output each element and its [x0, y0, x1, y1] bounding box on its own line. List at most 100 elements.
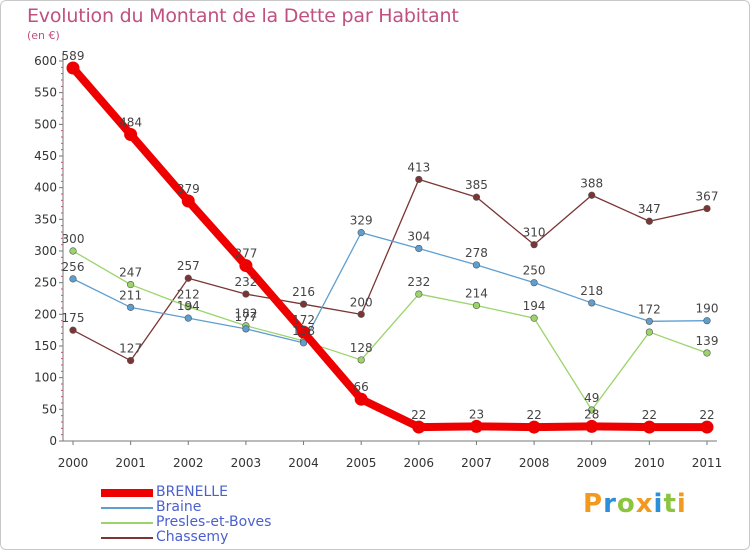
data-point	[354, 392, 368, 406]
legend-swatch	[101, 522, 153, 524]
data-point	[184, 303, 192, 311]
y-tick-label: 50	[42, 402, 57, 416]
x-tick-label: 2006	[404, 456, 435, 470]
data-point	[127, 303, 135, 311]
data-point	[357, 356, 365, 364]
data-point	[588, 406, 596, 414]
data-label: 28	[584, 407, 599, 421]
data-label: 277	[234, 247, 257, 261]
data-point	[124, 127, 138, 141]
y-tick-label: 350	[34, 212, 57, 226]
data-label: 413	[407, 160, 430, 174]
x-tick-label: 2009	[576, 456, 607, 470]
legend-swatch	[101, 537, 153, 539]
x-tick-label: 2008	[519, 456, 550, 470]
data-point	[357, 229, 365, 237]
chart-title: Evolution du Montant de la Dette par Hab…	[27, 5, 459, 27]
data-label: 23	[469, 407, 484, 421]
unit-label: (en €)	[27, 29, 60, 42]
data-point	[242, 325, 250, 333]
y-tick-label: 0	[49, 434, 57, 448]
proxiti-logo: Proxiti	[583, 489, 687, 519]
data-point	[357, 310, 365, 318]
data-label: 247	[119, 266, 142, 280]
data-point	[703, 317, 711, 325]
data-label: 232	[407, 275, 430, 289]
x-tick-label: 2011	[692, 456, 723, 470]
data-label: 175	[62, 311, 85, 325]
data-label: 329	[350, 214, 373, 228]
data-label: 194	[523, 299, 546, 313]
data-point	[703, 204, 711, 213]
data-label: 22	[642, 408, 657, 422]
data-label: 232	[234, 275, 257, 289]
data-label: 300	[62, 232, 85, 246]
y-tick-label: 400	[34, 181, 57, 195]
data-point	[415, 290, 423, 298]
data-label: 158	[292, 324, 315, 338]
data-label: 347	[638, 202, 661, 216]
legend-label: Chassemy	[156, 529, 229, 545]
data-point	[700, 420, 714, 434]
data-label: 200	[350, 295, 373, 309]
data-point	[127, 356, 135, 365]
x-tick-label: 2000	[58, 456, 89, 470]
data-point	[645, 317, 653, 325]
data-point	[299, 339, 308, 347]
y-tick-label: 500	[34, 117, 57, 131]
data-label: 66	[354, 380, 369, 394]
data-point	[472, 301, 481, 310]
data-point	[530, 314, 538, 322]
data-label: 194	[177, 299, 200, 313]
data-label: 49	[584, 391, 599, 405]
data-label: 367	[696, 190, 719, 204]
data-point	[184, 274, 192, 282]
data-label: 177	[234, 310, 257, 324]
data-label: 385	[465, 178, 488, 192]
data-point	[181, 194, 195, 208]
y-tick-label: 300	[34, 244, 57, 258]
data-label: 190	[696, 302, 719, 316]
y-tick-label: 150	[34, 339, 57, 353]
data-point	[527, 420, 541, 434]
y-tick-label: 250	[34, 276, 57, 290]
data-label: 22	[411, 408, 426, 422]
data-label: 310	[523, 226, 546, 240]
legend-label: Presles-et-Boves	[156, 514, 272, 530]
y-tick-label: 550	[34, 86, 57, 100]
data-point	[412, 420, 426, 434]
data-label: 218	[580, 284, 603, 298]
x-tick-label: 2001	[115, 456, 146, 470]
legend-swatch	[101, 507, 153, 509]
data-label: 172	[638, 302, 661, 316]
data-point	[242, 290, 250, 298]
data-point	[66, 61, 80, 75]
x-tick-label: 2002	[173, 456, 204, 470]
data-point	[415, 244, 423, 253]
data-label: 22	[526, 408, 541, 422]
legend-label: Braine	[156, 499, 202, 515]
x-tick-label: 2007	[461, 456, 492, 470]
data-label: 212	[177, 288, 200, 302]
x-tick-label: 2005	[346, 456, 377, 470]
data-point	[415, 175, 423, 184]
data-point	[69, 275, 77, 283]
data-label: 379	[177, 182, 200, 196]
x-tick-label: 2004	[288, 456, 319, 470]
data-label: 257	[177, 259, 200, 273]
data-label: 22	[699, 408, 714, 422]
legend-label: BRENELLE	[156, 484, 228, 500]
data-point	[645, 328, 653, 336]
data-label: 214	[465, 286, 488, 300]
data-label: 127	[119, 342, 142, 356]
data-label: 128	[350, 341, 373, 355]
data-point	[472, 261, 481, 269]
data-point	[297, 325, 311, 339]
data-label: 172	[292, 313, 315, 327]
data-point	[69, 247, 77, 255]
x-tick-label: 2010	[634, 456, 665, 470]
series-line-chassemy	[72, 178, 708, 362]
data-label: 216	[292, 285, 315, 299]
